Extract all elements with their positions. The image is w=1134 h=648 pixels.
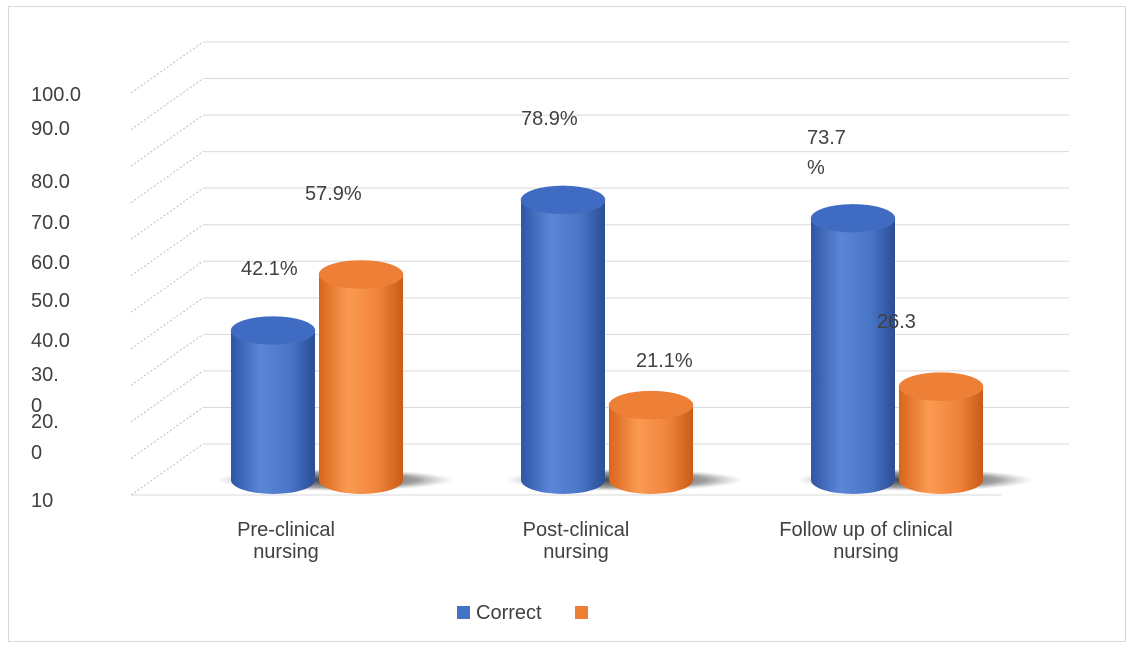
bar	[898, 372, 984, 494]
bar-body	[231, 330, 315, 494]
gridline-diagonal	[130, 260, 204, 313]
data-label: 57.9%	[305, 183, 362, 205]
y-tick-label: 90.0	[31, 118, 70, 140]
data-label: 26.3	[877, 311, 916, 333]
bar-body	[609, 405, 693, 494]
bar	[608, 390, 694, 494]
gridline-diagonal	[130, 114, 204, 167]
gridline-diagonal	[130, 333, 204, 386]
y-tick-label: 60.0	[31, 252, 70, 274]
chart-frame: 10 20. 0 30. 0 40.0 50.0 60.0 70.0 80.0 90.0 100.0 …	[8, 6, 1126, 642]
y-axis-tick-labels: 10 20. 030. 0 40.0 50.0 60.0 70.0 80.0 90.0 100.0	[31, 84, 81, 512]
category-label: Pre-clinical nursing	[237, 519, 335, 563]
gridline-diagonal	[130, 78, 204, 130]
bar-top	[230, 316, 316, 345]
bar-top	[898, 372, 984, 401]
gridline-diagonal	[130, 41, 204, 94]
bar	[318, 260, 404, 494]
legend-swatch-correct	[457, 606, 470, 619]
bars	[230, 185, 984, 495]
y-tick-label: 100.0	[31, 84, 81, 106]
data-label: 42.1%	[241, 258, 298, 280]
y-tick-label: 40.0	[31, 330, 70, 352]
y-tick-label: 70.0	[31, 212, 70, 234]
legend-swatch-other	[575, 606, 588, 619]
y-tick-label: 30. 0	[31, 364, 59, 417]
bar-body	[521, 199, 605, 494]
legend: Correct	[457, 602, 588, 624]
data-label: 78.9%	[521, 108, 578, 130]
bar-body	[899, 386, 983, 494]
bar-top	[520, 185, 606, 215]
y-tick-label: 10	[31, 490, 53, 512]
category-label: Follow up of clinical nursing	[779, 519, 952, 563]
data-label: 73.7%	[807, 127, 846, 179]
data-label: 21.1%	[636, 350, 693, 372]
legend-label-correct: Correct	[476, 602, 542, 624]
y-tick-label: 50.0	[31, 290, 70, 312]
data-labels: 42.1% 57.9% 78.9% 21.1% 73.7 % 26.3	[241, 108, 916, 372]
bar	[520, 185, 606, 494]
gridline-diagonal	[130, 187, 204, 240]
gridline-diagonal	[130, 297, 204, 350]
x-axis-category-labels: Pre-clinical nursing Post-clinical nursing F…	[237, 519, 953, 563]
bar-top	[608, 390, 694, 420]
category-label: Post-clinical nursing	[523, 519, 630, 563]
bar	[810, 204, 896, 495]
gridline-diagonal	[130, 407, 204, 459]
bar-body	[811, 218, 895, 495]
gridline-diagonal	[130, 224, 204, 277]
y-tick-label: 20. 0	[31, 411, 59, 464]
gridline-diagonal	[130, 443, 204, 496]
y-tick-label: 80.0	[31, 171, 70, 193]
bar	[230, 316, 316, 494]
gridline-diagonal	[130, 151, 204, 204]
gridline-diagonal	[130, 370, 204, 423]
bar-top	[810, 204, 896, 233]
bar-top	[318, 260, 404, 289]
bar-body	[319, 274, 403, 494]
